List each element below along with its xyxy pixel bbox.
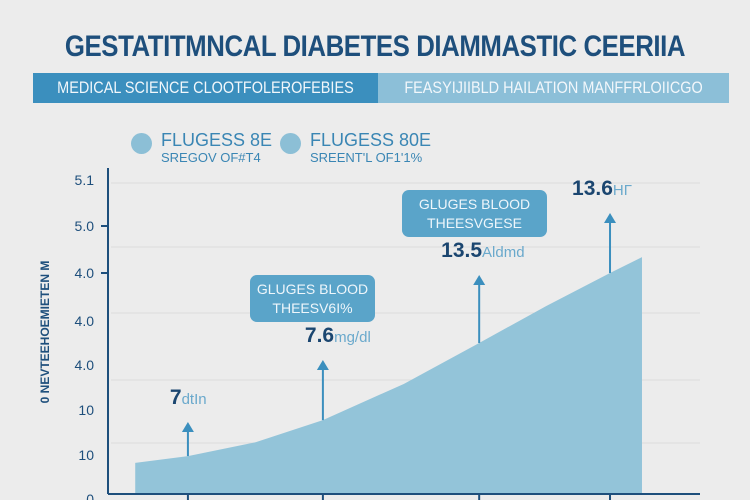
legend-item-2: FLUGESS 80E SREENT'L OF1'1% — [280, 130, 431, 166]
callout-line: THEESVGESE — [427, 214, 522, 231]
legend-label: FLUGESS 80E — [310, 130, 432, 150]
arrow-up-icon — [473, 275, 486, 285]
arrow-up-icon — [604, 213, 617, 223]
y-tick-label: 0 — [86, 491, 94, 500]
annotation-value: 7.6mg/dl — [305, 324, 371, 348]
legend-item-1: FLUGESS 8E SREGOV OF#T4 — [131, 130, 272, 166]
y-tick-label: 10 — [78, 447, 94, 463]
banner-right: FEASYIJIIBLD HAILATION MANFFRLOIICGO — [378, 73, 730, 103]
y-tick-label: 5.0 — [75, 218, 95, 234]
subtitle-banner: MEDICAL SCIENCE CLOOTFOLEROFEBIES FEASYI… — [33, 73, 730, 103]
y-tick-label: 10 — [78, 402, 94, 418]
legend-sublabel: SREENT'L OF1'1% — [310, 150, 423, 165]
area-series — [135, 257, 642, 494]
annotation-value: 13.5Aldmd — [441, 239, 524, 263]
annotation-unit: mg/dl — [334, 329, 371, 346]
y-tick-label: 4.0 — [75, 313, 95, 329]
annotation-number: 13.6 — [572, 177, 613, 200]
arrow-up-icon — [181, 422, 194, 432]
callout-line: GLUGES BLOOD — [418, 195, 531, 212]
legend-dot-icon — [131, 133, 152, 154]
annotation-unit: dtIn — [181, 391, 207, 408]
annotation-number: 13.5 — [441, 239, 483, 262]
chart-title: GESTATITMNCAL DIABETES DIAMMASTIC CEERII… — [64, 30, 686, 63]
callout-line: GLUGES BLOOD — [256, 280, 369, 297]
annotation-unit: HГ — [612, 182, 632, 199]
banner-left-text: MEDICAL SCIENCE CLOOTFOLEROFEBIES — [57, 78, 354, 97]
y-tick-label: 4.0 — [75, 265, 95, 281]
annotation-unit: Aldmd — [482, 244, 525, 261]
legend-dot-icon — [280, 133, 301, 154]
annotation-number: 7.6 — [304, 324, 335, 347]
banner-right-text: FEASYIJIIBLD HAILATION MANFFRLOIICGO — [404, 78, 703, 97]
annotation-number: 7 — [169, 386, 182, 409]
arrow-up-icon — [316, 360, 329, 370]
callout-box-1: GLUGES BLOOD THEESV6I% — [250, 275, 375, 322]
legend-sublabel: SREGOV OF#T4 — [161, 150, 261, 165]
annotation-value: 7dtIn — [170, 386, 207, 410]
y-tick-label: 4.0 — [75, 357, 95, 373]
banner-left: MEDICAL SCIENCE CLOOTFOLEROFEBIES — [33, 73, 378, 103]
annotation-value: 13.6HГ — [572, 177, 632, 201]
legend-label: FLUGESS 8E — [161, 130, 273, 150]
y-tick-label: 5.1 — [75, 172, 95, 188]
callout-line: THEESV6I% — [272, 299, 353, 316]
callout-box-2: GLUGES BLOOD THEESVGESE — [402, 190, 547, 237]
